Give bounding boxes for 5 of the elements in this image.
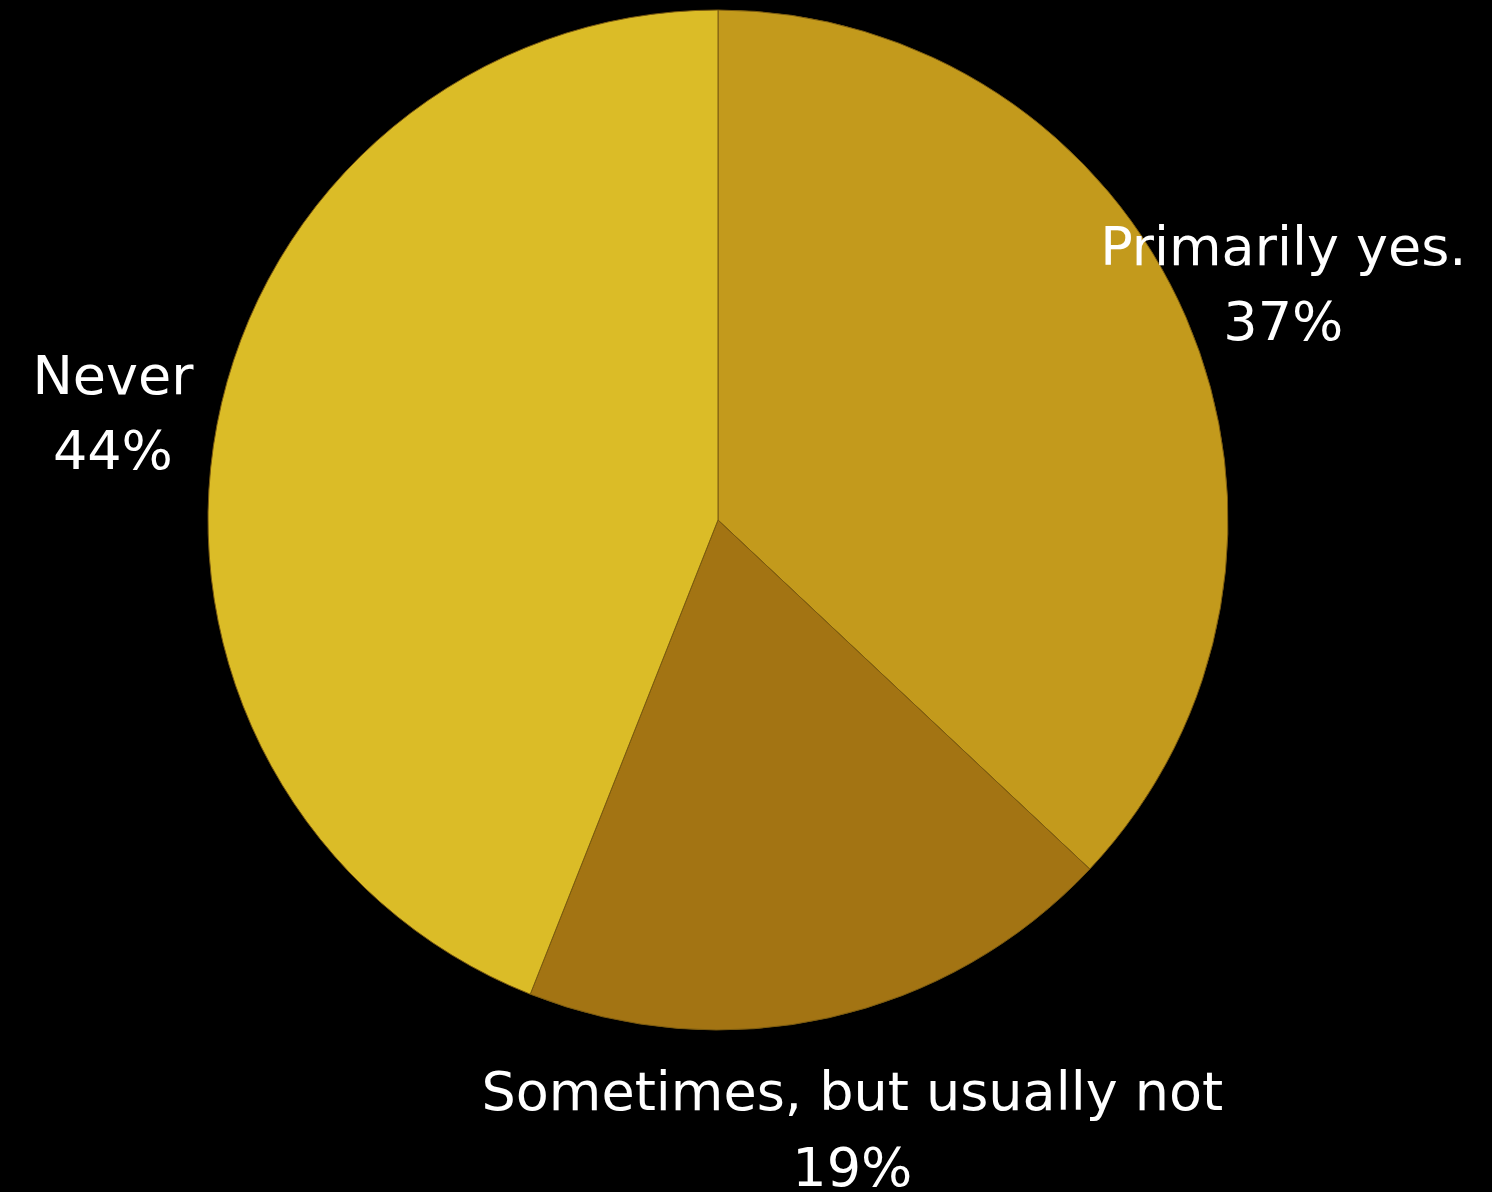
data-label: 37% bbox=[1223, 290, 1344, 354]
slice-label: Sometimes, but usually not bbox=[481, 1060, 1224, 1124]
data-label: 19% bbox=[792, 1135, 913, 1192]
data-label: 44% bbox=[52, 419, 173, 483]
slice-label: Never bbox=[32, 343, 195, 407]
